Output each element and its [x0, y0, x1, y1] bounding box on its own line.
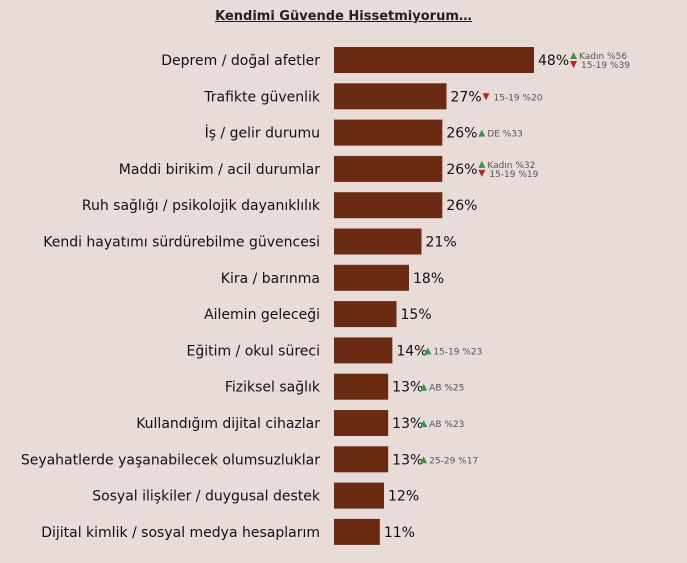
category-label: Ruh sağlığı / psikolojik dayanıklılık — [82, 198, 321, 214]
value-label: 26% — [446, 162, 477, 178]
up-arrow-icon — [420, 420, 428, 427]
annotation-label: 15-19 %19 — [489, 170, 538, 180]
category-label: Seyahatlerde yaşanabilecek olumsuzluklar — [21, 452, 320, 468]
bar — [334, 446, 389, 473]
annotation-label: 25-29 %17 — [429, 456, 478, 466]
category-label: Dijital kimlik / sosyal medya hesaplarım — [41, 525, 320, 541]
down-arrow-icon — [482, 93, 490, 101]
value-label: 21% — [426, 235, 457, 251]
category-label: Sosyal ilişkiler / duygusal destek — [92, 489, 321, 505]
value-label: 48% — [538, 53, 569, 69]
up-arrow-icon — [420, 383, 428, 391]
value-label: 13% — [392, 416, 423, 432]
value-label: 11% — [384, 525, 415, 541]
value-label: 27% — [451, 89, 482, 105]
down-arrow-icon — [570, 61, 577, 68]
value-label: 26% — [446, 198, 477, 214]
value-label: 13% — [392, 380, 423, 396]
annotation-label: 15-19 %20 — [494, 93, 543, 103]
value-label: 26% — [446, 126, 477, 142]
bar — [334, 47, 534, 73]
bar — [334, 264, 409, 291]
up-arrow-icon — [478, 129, 486, 137]
bar — [334, 373, 389, 400]
value-label: 14% — [396, 343, 427, 359]
up-arrow-icon — [420, 456, 428, 464]
bar — [334, 119, 443, 146]
category-label: Ailemin geleceği — [204, 307, 320, 323]
bar — [334, 482, 384, 509]
category-label: Deprem / doğal afetler — [161, 53, 320, 69]
bar — [334, 228, 422, 255]
bar — [334, 518, 380, 545]
annotation-label: DE %33 — [487, 130, 522, 140]
category-label: Fiziksel sağlık — [225, 380, 321, 396]
annotation-label: 15-19 %23 — [433, 347, 482, 357]
chart-title: Kendimi Güvende Hissetmiyorum… — [215, 9, 472, 24]
bar — [334, 337, 393, 364]
category-label: Maddi birikim / acil durumlar — [119, 162, 320, 178]
up-arrow-icon — [478, 160, 486, 168]
bar — [334, 192, 443, 219]
value-label: 15% — [401, 307, 432, 323]
category-label: İş / gelir durumu — [205, 124, 320, 142]
bar — [334, 301, 397, 328]
down-arrow-icon — [478, 169, 486, 177]
bar — [334, 83, 447, 110]
annotation-label: AB %25 — [429, 384, 464, 394]
annotation-label: Kadın %56 — [579, 52, 627, 62]
category-label: Kendi hayatımı sürdürebilme güvencesi — [43, 235, 320, 251]
annotation-label: Kadın %32 — [487, 161, 535, 171]
category-label: Kullandığım dijital cihazlar — [136, 416, 320, 432]
value-label: 12% — [388, 489, 419, 505]
up-arrow-icon — [424, 347, 432, 355]
value-label: 18% — [413, 271, 444, 287]
annotation-label: 15-19 %39 — [581, 61, 630, 71]
category-label: Eğitim / okul süreci — [186, 343, 320, 359]
category-label: Trafikte güvenlik — [203, 89, 321, 105]
bar — [334, 410, 389, 436]
annotation-label: AB %23 — [429, 420, 464, 430]
bar — [334, 155, 443, 182]
up-arrow-icon — [570, 52, 577, 59]
category-label: Kira / barınma — [221, 271, 320, 287]
value-label: 13% — [392, 452, 423, 468]
